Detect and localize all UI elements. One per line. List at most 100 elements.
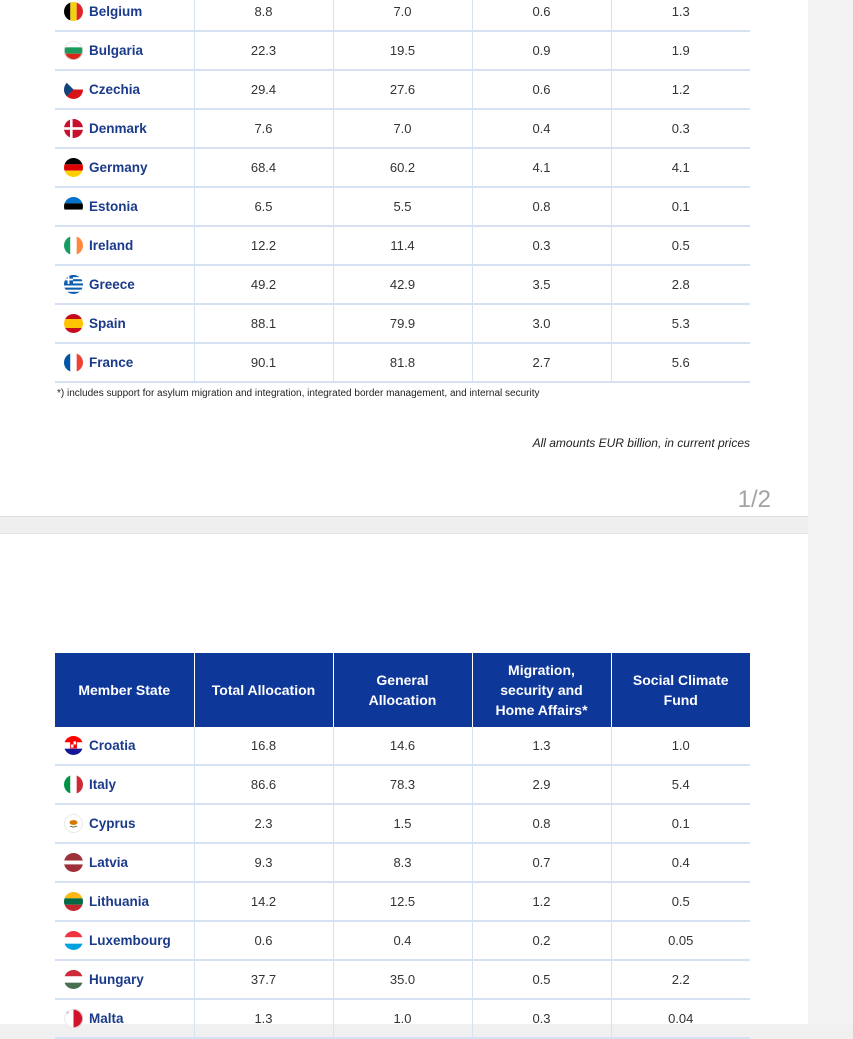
page-number: 1/2 bbox=[737, 486, 771, 513]
member-state-cell: Ireland bbox=[55, 226, 194, 266]
migration-security-cell: 3.5 bbox=[471, 265, 611, 305]
social-climate-fund-cell: 5.6 bbox=[610, 343, 750, 383]
amounts-note: All amounts EUR billion, in current pric… bbox=[532, 436, 750, 450]
greece-flag-icon bbox=[64, 275, 83, 294]
social-climate-fund-cell: 0.04 bbox=[610, 999, 750, 1039]
social-climate-fund-cell: 1.2 bbox=[610, 70, 750, 110]
member-state-cell: Estonia bbox=[55, 187, 194, 227]
migration-security-cell: 0.5 bbox=[471, 960, 611, 1000]
general-allocation-cell: 8.3 bbox=[332, 843, 472, 883]
table-row: Cyprus 2.3 1.5 0.8 0.1 bbox=[55, 804, 750, 844]
country-name: Ireland bbox=[89, 238, 134, 253]
footnote: *) includes support for asylum migration… bbox=[57, 388, 540, 399]
social-climate-fund-cell: 1.9 bbox=[610, 31, 750, 71]
lithuania-flag-icon bbox=[64, 892, 83, 911]
migration-security-cell: 2.7 bbox=[471, 343, 611, 383]
member-state-cell: Latvia bbox=[55, 843, 194, 883]
country-name: Estonia bbox=[89, 199, 138, 214]
document-page-2: Member State Total Allocation General Al… bbox=[0, 534, 808, 1039]
general-allocation-cell: 1.5 bbox=[332, 804, 472, 844]
social-climate-fund-cell: 0.5 bbox=[610, 226, 750, 266]
denmark-flag-icon bbox=[64, 119, 83, 138]
cyprus-flag-icon bbox=[64, 814, 83, 833]
country-name: Bulgaria bbox=[89, 43, 144, 58]
total-allocation-cell: 7.6 bbox=[193, 109, 333, 149]
social-climate-fund-cell: 1.3 bbox=[610, 0, 750, 32]
croatia-flag-icon bbox=[64, 736, 83, 755]
table-row: Ireland 12.2 11.4 0.3 0.5 bbox=[55, 226, 750, 266]
table-row: Latvia 9.3 8.3 0.7 0.4 bbox=[55, 843, 750, 883]
general-allocation-cell: 35.0 bbox=[332, 960, 472, 1000]
table-row: Luxembourg 0.6 0.4 0.2 0.05 bbox=[55, 921, 750, 961]
migration-security-cell: 0.4 bbox=[471, 109, 611, 149]
migration-security-cell: 0.3 bbox=[471, 226, 611, 266]
social-climate-fund-cell: 0.05 bbox=[610, 921, 750, 961]
total-allocation-cell: 2.3 bbox=[193, 804, 333, 844]
migration-security-cell: 1.2 bbox=[471, 882, 611, 922]
migration-security-cell: 0.9 bbox=[471, 31, 611, 71]
table-row: Czechia 29.4 27.6 0.6 1.2 bbox=[55, 70, 750, 110]
general-allocation-cell: 60.2 bbox=[332, 148, 472, 188]
hungary-flag-icon bbox=[64, 970, 83, 989]
total-allocation-cell: 37.7 bbox=[193, 960, 333, 1000]
total-allocation-cell: 88.1 bbox=[193, 304, 333, 344]
estonia-flag-icon bbox=[64, 197, 83, 216]
header-total-allocation: Total Allocation bbox=[193, 653, 333, 727]
germany-flag-icon bbox=[64, 158, 83, 177]
spain-flag-icon bbox=[64, 314, 83, 333]
country-name: Latvia bbox=[89, 855, 129, 870]
migration-security-cell: 0.8 bbox=[471, 804, 611, 844]
member-state-cell: Cyprus bbox=[55, 804, 194, 844]
country-name: Cyprus bbox=[89, 816, 136, 831]
total-allocation-cell: 6.5 bbox=[193, 187, 333, 227]
country-name: Luxembourg bbox=[89, 933, 171, 948]
table-row: Denmark 7.6 7.0 0.4 0.3 bbox=[55, 109, 750, 149]
total-allocation-cell: 8.8 bbox=[193, 0, 333, 32]
country-name: Lithuania bbox=[89, 894, 149, 909]
country-name: France bbox=[89, 355, 134, 370]
total-allocation-cell: 22.3 bbox=[193, 31, 333, 71]
migration-security-cell: 0.7 bbox=[471, 843, 611, 883]
social-climate-fund-cell: 0.1 bbox=[610, 804, 750, 844]
migration-security-cell: 4.1 bbox=[471, 148, 611, 188]
member-state-cell: Denmark bbox=[55, 109, 194, 149]
malta-flag-icon bbox=[64, 1009, 83, 1028]
general-allocation-cell: 0.4 bbox=[332, 921, 472, 961]
table-row: Greece 49.2 42.9 3.5 2.8 bbox=[55, 265, 750, 305]
general-allocation-cell: 81.8 bbox=[332, 343, 472, 383]
luxembourg-flag-icon bbox=[64, 931, 83, 950]
general-allocation-cell: 27.6 bbox=[332, 70, 472, 110]
migration-security-cell: 0.8 bbox=[471, 187, 611, 227]
member-state-cell: Hungary bbox=[55, 960, 194, 1000]
bulgaria-flag-icon bbox=[64, 41, 83, 60]
general-allocation-cell: 14.6 bbox=[332, 727, 472, 766]
migration-security-cell: 0.3 bbox=[471, 999, 611, 1039]
total-allocation-cell: 9.3 bbox=[193, 843, 333, 883]
migration-security-cell: 2.9 bbox=[471, 765, 611, 805]
table-row: Estonia 6.5 5.5 0.8 0.1 bbox=[55, 187, 750, 227]
country-name: Greece bbox=[89, 277, 135, 292]
social-climate-fund-cell: 0.5 bbox=[610, 882, 750, 922]
member-state-cell: Belgium bbox=[55, 0, 194, 32]
social-climate-fund-cell: 0.4 bbox=[610, 843, 750, 883]
general-allocation-cell: 12.5 bbox=[332, 882, 472, 922]
member-state-cell: Czechia bbox=[55, 70, 194, 110]
table-row: Lithuania 14.2 12.5 1.2 0.5 bbox=[55, 882, 750, 922]
country-name: Croatia bbox=[89, 738, 136, 753]
member-state-cell: Germany bbox=[55, 148, 194, 188]
allocation-table-part-2: Member State Total Allocation General Al… bbox=[55, 653, 750, 1039]
latvia-flag-icon bbox=[64, 853, 83, 872]
social-climate-fund-cell: 5.4 bbox=[610, 765, 750, 805]
general-allocation-cell: 7.0 bbox=[332, 0, 472, 32]
migration-security-cell: 0.2 bbox=[471, 921, 611, 961]
general-allocation-cell: 1.0 bbox=[332, 999, 472, 1039]
social-climate-fund-cell: 2.2 bbox=[610, 960, 750, 1000]
france-flag-icon bbox=[64, 353, 83, 372]
social-climate-fund-cell: 0.3 bbox=[610, 109, 750, 149]
table-row: Italy 86.6 78.3 2.9 5.4 bbox=[55, 765, 750, 805]
social-climate-fund-cell: 4.1 bbox=[610, 148, 750, 188]
table-row: Bulgaria 22.3 19.5 0.9 1.9 bbox=[55, 31, 750, 71]
migration-security-cell: 0.6 bbox=[471, 0, 611, 32]
migration-security-cell: 3.0 bbox=[471, 304, 611, 344]
total-allocation-cell: 68.4 bbox=[193, 148, 333, 188]
